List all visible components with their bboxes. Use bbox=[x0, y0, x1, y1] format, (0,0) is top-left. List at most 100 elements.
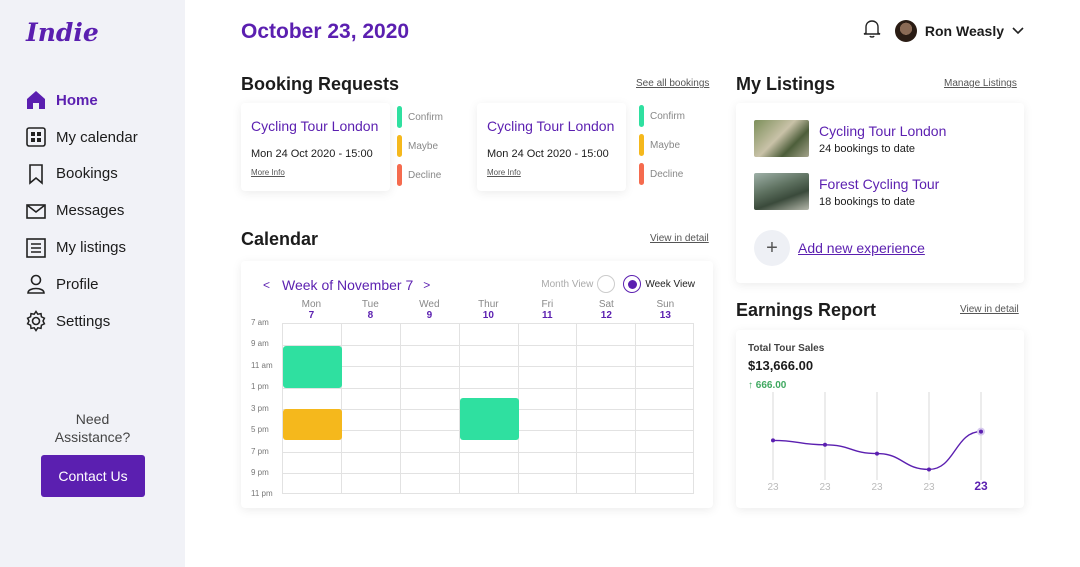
sidebar-item-home[interactable]: Home bbox=[24, 82, 138, 119]
day-name: Thur bbox=[478, 299, 499, 310]
sidebar-item-settings[interactable]: Settings bbox=[24, 303, 138, 340]
grid-line bbox=[459, 324, 460, 493]
time-label: 3 pm bbox=[251, 404, 269, 413]
month-view-label: Month View bbox=[541, 278, 594, 290]
earnings-value: $13,666.00 bbox=[748, 358, 814, 373]
decline-button[interactable]: Decline bbox=[639, 163, 685, 185]
view-toggle: Month View Week View bbox=[541, 275, 695, 293]
sidebar-item-label: Profile bbox=[56, 275, 99, 293]
request-actions: Confirm Maybe Decline bbox=[397, 106, 443, 193]
booking-request-card[interactable]: Cycling Tour London Mon 24 Oct 2020 - 15… bbox=[477, 103, 626, 191]
manage-listings-link[interactable]: Manage Listings bbox=[944, 78, 1017, 89]
prev-week-button[interactable]: < bbox=[263, 278, 271, 292]
confirm-button[interactable]: Confirm bbox=[639, 105, 685, 127]
day-name: Tue bbox=[361, 299, 379, 310]
day-header-sat[interactable]: Sat 12 bbox=[577, 299, 636, 321]
earnings-point[interactable] bbox=[771, 438, 775, 443]
decline-button[interactable]: Decline bbox=[397, 164, 443, 186]
grid-line bbox=[341, 324, 342, 493]
maybe-button[interactable]: Maybe bbox=[397, 135, 443, 157]
sidebar-item-profile[interactable]: Profile bbox=[24, 266, 138, 303]
next-week-button[interactable]: > bbox=[423, 278, 431, 292]
time-label: 1 pm bbox=[251, 382, 269, 391]
listing-title: Forest Cycling Tour bbox=[819, 175, 940, 192]
day-header-thu[interactable]: Thur 10 bbox=[459, 299, 518, 321]
grid-line bbox=[283, 345, 693, 346]
calendar-grid[interactable] bbox=[282, 323, 694, 494]
day-number: 8 bbox=[367, 310, 374, 321]
my-listings-title: My Listings bbox=[736, 74, 836, 94]
earnings-title: Earnings Report bbox=[736, 300, 877, 320]
see-all-bookings-link[interactable]: See all bookings bbox=[636, 78, 710, 89]
grid-line bbox=[576, 324, 577, 493]
maybe-button[interactable]: Maybe bbox=[639, 134, 685, 156]
week-label: Week of November 7 bbox=[282, 277, 414, 293]
x-axis-label: 23 bbox=[974, 479, 988, 493]
x-axis-label: 23 bbox=[923, 482, 935, 493]
earnings-view-detail-link[interactable]: View in detail bbox=[960, 304, 1019, 315]
time-label: 5 pm bbox=[251, 425, 269, 434]
listing-bookings: 18 bookings to date bbox=[819, 195, 916, 208]
calendar-view-detail-link[interactable]: View in detail bbox=[650, 233, 709, 244]
sidebar-item-label: Home bbox=[56, 91, 98, 109]
chevron-down-icon[interactable] bbox=[1012, 22, 1024, 40]
user-name[interactable]: Ron Weasly bbox=[924, 22, 1004, 39]
day-number: 12 bbox=[600, 310, 612, 321]
more-info-link[interactable]: More Info bbox=[251, 168, 285, 177]
listing-thumbnail bbox=[754, 120, 809, 157]
earnings-point[interactable] bbox=[927, 467, 931, 472]
request-date: Mon 24 Oct 2020 - 15:00 bbox=[487, 148, 609, 160]
confirm-button[interactable]: Confirm bbox=[397, 106, 443, 128]
week-view-label: Week View bbox=[645, 278, 695, 290]
listing-item[interactable]: Forest Cycling Tour 18 bookings to date bbox=[754, 173, 939, 210]
booking-request-card[interactable]: Cycling Tour London Mon 24 Oct 2020 - 15… bbox=[241, 103, 390, 191]
confirm-bar bbox=[397, 106, 402, 128]
user-bar: Ron Weasly bbox=[863, 18, 1024, 43]
plus-icon: + bbox=[754, 230, 790, 266]
avatar[interactable] bbox=[894, 19, 917, 42]
month-view-radio[interactable] bbox=[597, 275, 616, 293]
grid-line bbox=[400, 324, 401, 493]
listing-bookings: 24 bookings to date bbox=[819, 142, 916, 155]
list-icon bbox=[24, 236, 48, 260]
earnings-point[interactable] bbox=[823, 442, 827, 447]
earnings-point[interactable] bbox=[977, 427, 985, 436]
request-title: Cycling Tour London bbox=[251, 118, 379, 134]
app-logo[interactable]: Indie bbox=[26, 18, 99, 47]
action-label: Confirm bbox=[408, 111, 444, 123]
calendar-event[interactable] bbox=[460, 398, 519, 440]
day-header-wed[interactable]: Wed 9 bbox=[400, 299, 459, 321]
decline-bar bbox=[397, 164, 402, 186]
maybe-bar bbox=[639, 134, 644, 156]
sidebar-nav: Home My calendar Bookings Messages My li… bbox=[24, 82, 138, 340]
listing-title: Cycling Tour London bbox=[819, 122, 947, 139]
time-label: 11 am bbox=[251, 361, 273, 370]
calendar-grid-icon bbox=[24, 125, 48, 149]
more-info-link[interactable]: More Info bbox=[487, 168, 521, 177]
calendar-event[interactable] bbox=[283, 346, 342, 388]
bell-icon[interactable] bbox=[863, 18, 881, 43]
day-number: 9 bbox=[426, 310, 433, 321]
day-header-fri[interactable]: Fri 11 bbox=[518, 299, 577, 321]
sidebar-item-bookings[interactable]: Bookings bbox=[24, 156, 138, 193]
sidebar-item-my-listings[interactable]: My listings bbox=[24, 229, 138, 266]
earnings-point[interactable] bbox=[875, 451, 879, 456]
listing-item[interactable]: Cycling Tour London 24 bookings to date bbox=[754, 120, 946, 157]
maybe-bar bbox=[397, 135, 402, 157]
listing-thumbnail bbox=[754, 173, 809, 210]
day-number: 7 bbox=[308, 310, 315, 321]
confirm-bar bbox=[639, 105, 644, 127]
day-header-tue[interactable]: Tue 8 bbox=[341, 299, 400, 321]
x-axis-label: 23 bbox=[871, 482, 883, 493]
day-header-sun[interactable]: Sun 13 bbox=[636, 299, 695, 321]
week-view-radio[interactable] bbox=[623, 275, 642, 293]
action-label: Maybe bbox=[650, 139, 681, 151]
gear-icon bbox=[24, 309, 48, 333]
calendar-event[interactable] bbox=[283, 409, 342, 440]
grid-line bbox=[283, 452, 693, 453]
add-experience-button[interactable]: + Add new experience bbox=[754, 230, 925, 266]
sidebar-item-my-calendar[interactable]: My calendar bbox=[24, 119, 138, 156]
sidebar-item-messages[interactable]: Messages bbox=[24, 192, 138, 229]
day-header-mon[interactable]: Mon 7 bbox=[282, 299, 341, 321]
contact-us-button[interactable]: Contact Us bbox=[41, 455, 145, 497]
